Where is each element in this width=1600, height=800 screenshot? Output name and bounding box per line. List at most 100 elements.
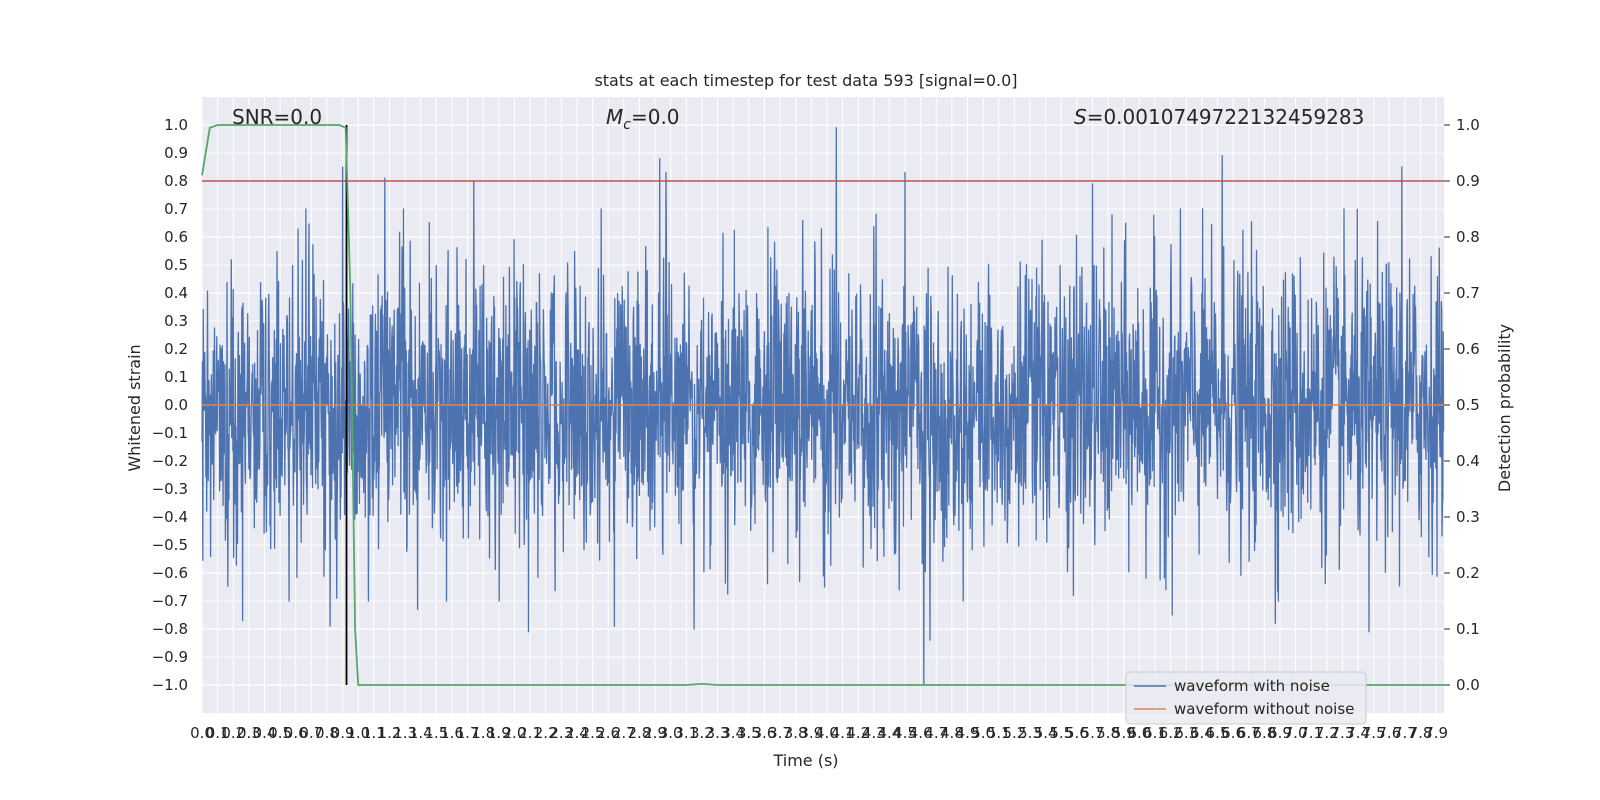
legend-label-waveform-without-noise: waveform without noise	[1174, 700, 1354, 718]
legend-label-waveform-with-noise: waveform with noise	[1174, 677, 1330, 695]
y-left-tick-label: 0.3	[164, 312, 188, 330]
y-right-tick-label: 0.1	[1456, 620, 1480, 638]
x-tick-label: 3.9	[799, 724, 823, 742]
y-left-tick-label: −0.4	[152, 508, 188, 526]
x-tick-label: 7.3	[1331, 724, 1355, 742]
y-left-tick-label: −0.8	[152, 620, 188, 638]
x-tick-label: 1.8	[471, 724, 495, 742]
x-tick-label: 7.8	[1409, 724, 1433, 742]
x-tick-label: 5.7	[1081, 724, 1105, 742]
x-tick-label: 3.5	[737, 724, 761, 742]
detection-probability-line	[201, 124, 1444, 686]
x-tick-label: 5.4	[1034, 724, 1058, 742]
y-left-tick-label: 0.1	[164, 368, 188, 386]
x-tick-label: 0.2	[221, 724, 245, 742]
x-tick-label: 2.7	[612, 724, 636, 742]
score-annotation: S=0.0010749722132459283	[1074, 105, 1364, 129]
x-tick-label: 3.1	[674, 724, 698, 742]
y-left-tick-label: 0.2	[164, 340, 188, 358]
chirp-mass-symbol: M	[606, 105, 623, 129]
x-tick-label: 4.2	[846, 724, 870, 742]
y-right-tick-label: 0.5	[1456, 396, 1480, 414]
x-tick-label: 6.0	[1127, 724, 1151, 742]
x-tick-label: 6.8	[1252, 724, 1276, 742]
x-tick-label: 5.0	[971, 724, 995, 742]
y-left-tick-label: 0.5	[164, 256, 188, 274]
y-right-tick-label: 0.9	[1456, 172, 1480, 190]
y-left-tick-label: −0.6	[152, 564, 188, 582]
x-tick-label: 6.9	[1268, 724, 1292, 742]
score-symbol: S	[1074, 105, 1087, 129]
score-value: =0.0010749722132459283	[1087, 105, 1365, 129]
y-left-tick-label: 0.0	[164, 396, 188, 414]
x-tick-label: 3.3	[706, 724, 730, 742]
x-tick-label: 6.2	[1159, 724, 1183, 742]
y-left-tick-label: −0.3	[152, 480, 188, 498]
y-right-tick-label: 0.4	[1456, 452, 1480, 470]
x-tick-label: 0.1	[206, 724, 230, 742]
x-axis-label: Time (s)	[772, 751, 838, 770]
x-tick-label: 4.8	[940, 724, 964, 742]
x-tick-label: 0.0	[190, 724, 214, 742]
x-tick-label: 4.0	[815, 724, 839, 742]
x-tick-label: 0.8	[315, 724, 339, 742]
x-tick-label: 4.1	[831, 724, 855, 742]
x-tick-label: 2.6	[596, 724, 620, 742]
x-tick-label: 0.4	[253, 724, 277, 742]
y-left-tick-label: −0.2	[152, 452, 188, 470]
snr-annotation: SNR=0.0	[232, 105, 322, 129]
x-tick-label: 5.6	[1065, 724, 1089, 742]
x-tick-label: 3.0	[659, 724, 683, 742]
series-waveform-with-noise	[201, 127, 1445, 686]
x-tick-label: 2.5	[581, 724, 605, 742]
x-tick-label: 6.3	[1174, 724, 1198, 742]
x-tick-label: 1.7	[456, 724, 480, 742]
x-tick-label: 2.8	[628, 724, 652, 742]
y-left-tick-label: 0.6	[164, 228, 188, 246]
y-right-tick-label: 1.0	[1456, 116, 1480, 134]
y-left-tick-label: −1.0	[152, 676, 188, 694]
x-tick-label: 4.6	[909, 724, 933, 742]
y-left-tick-label: 1.0	[164, 116, 188, 134]
y-left-tick-label: −0.1	[152, 424, 188, 442]
legend-box	[1125, 671, 1367, 725]
y-left-tick-label: 0.7	[164, 200, 188, 218]
y-left-tick-label: −0.9	[152, 648, 188, 666]
x-tick-label: 6.7	[1237, 724, 1261, 742]
x-tick-label: 7.5	[1362, 724, 1386, 742]
y-left-tick-label: 0.9	[164, 144, 188, 162]
x-tick-label: 1.3	[393, 724, 417, 742]
x-tick-label: 2.0	[503, 724, 527, 742]
chart-title: stats at each timestep for test data 593…	[594, 71, 1017, 90]
y-right-tick-label: 0.8	[1456, 228, 1480, 246]
x-tick-label: 0.7	[299, 724, 323, 742]
x-tick-label: 5.5	[1049, 724, 1073, 742]
y-axis-left-label: Whitened strain	[125, 344, 144, 471]
x-axis-ticks: 0.00.10.20.30.40.50.60.70.80.91.01.11.21…	[190, 724, 1448, 742]
x-tick-label: 5.3	[1018, 724, 1042, 742]
chirp-mass-value: =0.0	[631, 105, 680, 129]
x-tick-label: 2.1	[518, 724, 542, 742]
x-tick-label: 1.6	[440, 724, 464, 742]
x-tick-label: 3.4	[721, 724, 745, 742]
y-right-tick-label: 0.2	[1456, 564, 1480, 582]
x-tick-label: 2.2	[534, 724, 558, 742]
y-right-tick-label: 0.7	[1456, 284, 1480, 302]
x-tick-label: 3.6	[752, 724, 776, 742]
x-tick-label: 7.4	[1346, 724, 1370, 742]
legend: waveform with noise waveform without noi…	[1125, 671, 1367, 725]
x-tick-label: 5.9	[1112, 724, 1136, 742]
x-tick-label: 0.6	[284, 724, 308, 742]
x-tick-label: 7.9	[1424, 724, 1448, 742]
x-tick-label: 2.4	[565, 724, 589, 742]
y-axis-right-label: Detection probability	[1495, 324, 1514, 492]
x-tick-label: 1.5	[424, 724, 448, 742]
x-tick-label: 7.1	[1299, 724, 1323, 742]
y-right-tick-label: 0.6	[1456, 340, 1480, 358]
x-tick-label: 1.1	[362, 724, 386, 742]
x-tick-label: 5.2	[1002, 724, 1026, 742]
x-tick-label: 2.3	[549, 724, 573, 742]
x-tick-label: 3.7	[768, 724, 792, 742]
x-tick-label: 4.3	[862, 724, 886, 742]
